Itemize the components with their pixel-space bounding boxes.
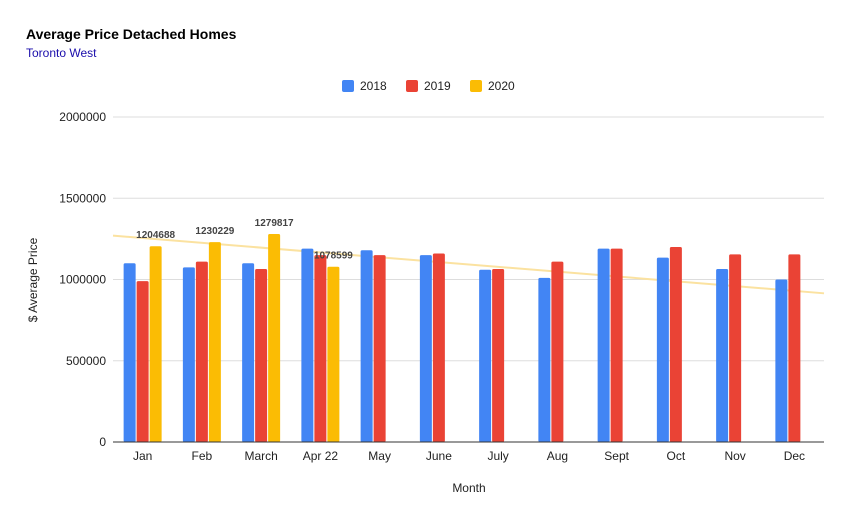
y-tick-label: 0: [99, 435, 106, 449]
y-tick-label: 1500000: [59, 191, 106, 205]
legend-label-2020: 2020: [488, 79, 515, 93]
data-label-2020: 1230229: [195, 226, 234, 237]
bar-2019-dec: [788, 254, 801, 442]
chart-title: Average Price Detached Homes: [26, 26, 237, 42]
gridlines: [113, 116, 824, 362]
x-tick-label: Nov: [724, 449, 745, 463]
bar-2018-feb: [182, 267, 195, 442]
bar-2018-jan: [123, 263, 136, 442]
x-tick-label: Feb: [192, 449, 213, 463]
legend-swatch-2019: [406, 80, 418, 92]
legend-swatch-2018: [342, 80, 354, 92]
bar-2018-oct: [656, 257, 669, 442]
axes: 0 500000 1000000 1500000 2000000 Jan Feb March A…: [59, 110, 824, 463]
y-tick-label: 2000000: [59, 110, 106, 124]
x-tick-label: July: [487, 449, 508, 463]
bar-2018-march: [242, 263, 255, 442]
data-label-2020: 1078599: [314, 251, 353, 262]
x-tick-label: Oct: [667, 449, 686, 463]
trendline: [112, 234, 825, 295]
x-tick-label: Sept: [604, 449, 629, 463]
bar-2018-july: [479, 269, 492, 442]
data-label-2020: 1204688: [136, 230, 175, 241]
bar-2019-aug: [551, 261, 564, 442]
bar-2019-nov: [729, 254, 742, 442]
bar-2020-jan: [149, 246, 162, 442]
bar-2018-dec: [775, 279, 788, 442]
bar-2019-feb: [195, 261, 208, 442]
bar-2018-june: [419, 255, 432, 442]
bar-2019-apr-22: [314, 255, 327, 442]
bar-2019-march: [255, 268, 268, 442]
x-axis-title: Month: [452, 481, 485, 495]
y-tick-label: 500000: [66, 354, 106, 368]
bar-2018-may: [360, 250, 373, 442]
bar-2019-may: [373, 255, 386, 442]
y-axis-title: $ Average Price: [26, 237, 40, 322]
legend-label-2018: 2018: [360, 79, 387, 93]
trendline-layer: [112, 234, 825, 295]
bar-2018-sept: [597, 248, 610, 442]
bar-2019-jan: [136, 281, 149, 442]
bar-2020-apr-22: [327, 266, 340, 442]
x-tick-label: June: [426, 449, 452, 463]
bar-2020-feb: [208, 242, 221, 442]
data-label-2020: 1279817: [255, 218, 294, 229]
chart-subtitle: Toronto West: [26, 46, 97, 60]
x-tick-label: Dec: [784, 449, 805, 463]
legend-label-2019: 2019: [424, 79, 451, 93]
x-tick-label: March: [244, 449, 277, 463]
bar-2019-june: [432, 253, 445, 442]
bar-2019-july: [492, 268, 505, 442]
bars: 1204688 1230229 1279817 1078599: [123, 218, 801, 442]
x-tick-label: Aug: [547, 449, 568, 463]
bar-2018-nov: [716, 268, 729, 442]
bar-2019-sept: [610, 248, 623, 442]
bar-2020-march: [268, 234, 281, 442]
legend-swatch-2020: [470, 80, 482, 92]
x-tick-label: Apr 22: [303, 449, 339, 463]
bar-2018-apr-22: [301, 248, 314, 442]
legend: 2018 2019 2020: [342, 79, 515, 93]
y-tick-label: 1000000: [59, 273, 106, 287]
bar-2019-oct: [669, 247, 682, 442]
x-tick-label: May: [368, 449, 391, 463]
x-tick-label: Jan: [133, 449, 152, 463]
bar-2018-aug: [538, 277, 551, 442]
